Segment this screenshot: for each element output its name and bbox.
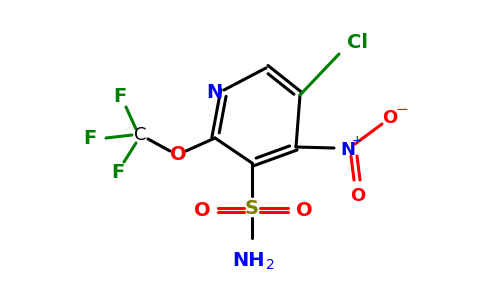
Text: F: F [83,128,97,148]
Text: −: − [395,103,408,118]
Text: O: O [382,109,398,127]
Text: O: O [170,146,186,164]
Text: S: S [245,199,259,218]
Text: N: N [341,141,356,159]
Text: F: F [113,88,127,106]
Text: Cl: Cl [347,32,367,52]
Text: O: O [194,200,211,220]
Text: F: F [111,163,124,182]
Text: +: + [352,134,363,148]
Text: 2: 2 [266,258,274,272]
Text: O: O [296,200,312,220]
Text: C: C [134,126,146,144]
Text: NH: NH [232,250,264,269]
Text: O: O [350,187,365,205]
Text: N: N [206,82,222,101]
